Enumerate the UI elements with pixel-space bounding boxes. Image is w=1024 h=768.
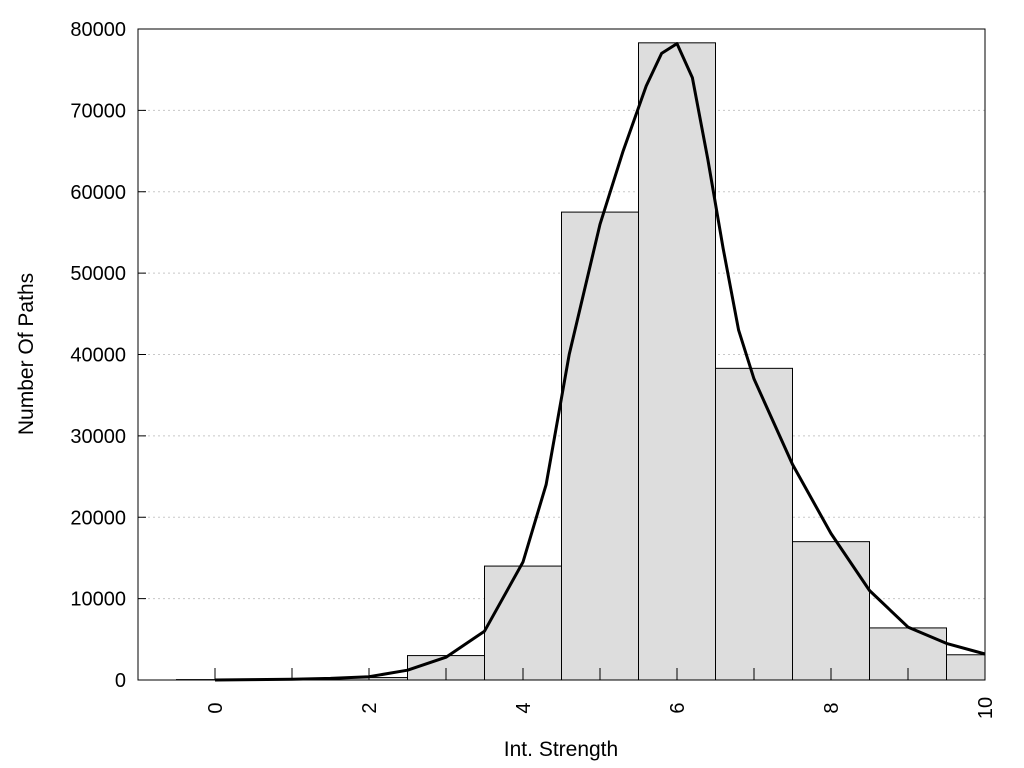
x-axis-label: Int. Strength bbox=[504, 738, 618, 761]
y-axis-label: Number Of Paths bbox=[15, 273, 38, 435]
x-tick-label: 2 bbox=[359, 702, 381, 713]
x-tick-label: 0 bbox=[205, 702, 227, 713]
y-tick-label: 0 bbox=[115, 670, 126, 692]
axis-ticks bbox=[138, 28, 986, 681]
histogram-bar bbox=[715, 367, 793, 681]
y-tick-label: 20000 bbox=[70, 507, 126, 529]
x-tick-label: 8 bbox=[821, 702, 843, 713]
x-tick-label: 4 bbox=[513, 702, 535, 713]
density-curve-group bbox=[214, 42, 986, 682]
x-tick-label: 10 bbox=[975, 697, 997, 719]
y-tick-label: 30000 bbox=[70, 426, 126, 448]
tick-labels: 0 10000 20000 30000 40000 50000 60000 70000 8000… bbox=[70, 19, 997, 719]
y-tick-label: 60000 bbox=[70, 182, 126, 204]
density-curve bbox=[214, 42, 986, 682]
y-tick-label: 10000 bbox=[70, 589, 126, 611]
y-tick-label: 70000 bbox=[70, 100, 126, 122]
histogram-bar bbox=[946, 654, 986, 681]
y-tick-label: 40000 bbox=[70, 345, 126, 367]
grid-lines bbox=[138, 109, 985, 600]
x-tick-label: 6 bbox=[667, 702, 689, 713]
y-tick-label: 50000 bbox=[70, 263, 126, 285]
histogram-bar bbox=[561, 211, 639, 681]
histogram-bar bbox=[638, 42, 716, 681]
y-tick-label: 80000 bbox=[70, 19, 126, 41]
histogram-bar bbox=[484, 565, 562, 681]
histogram-bar bbox=[792, 541, 870, 681]
